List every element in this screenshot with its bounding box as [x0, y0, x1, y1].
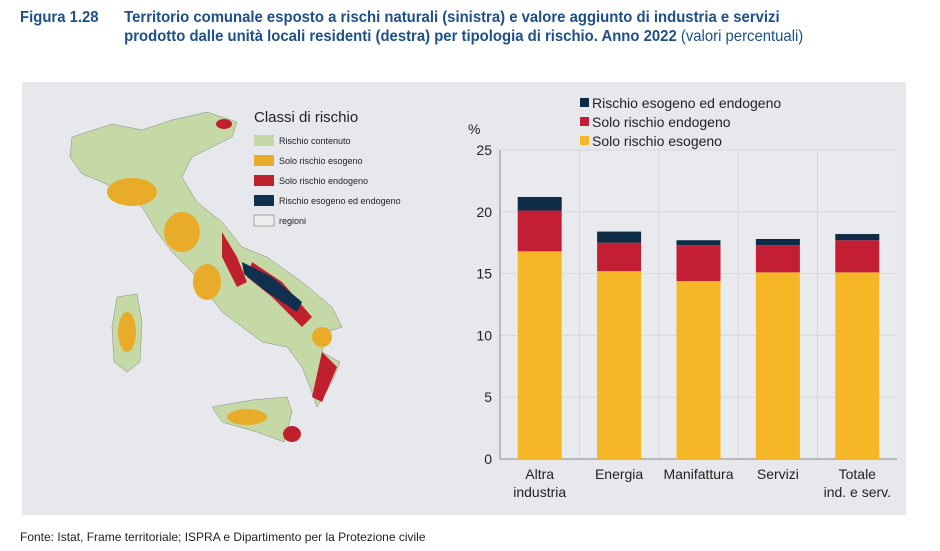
x-tick-label: ind. e serv. [824, 484, 891, 500]
italy-map [69, 111, 343, 443]
y-tick-label: 15 [476, 266, 492, 282]
bar-segment [597, 271, 642, 459]
figure-title: Figura 1.28 Territorio comunale esposto a… [20, 8, 803, 46]
legend-swatch [580, 117, 589, 126]
map-legend-swatch [253, 214, 275, 227]
map-legend-label: Rischio contenuto [279, 136, 351, 146]
bar-segment [517, 210, 562, 252]
x-tick-label: Energia [595, 466, 643, 482]
bar-segment [517, 196, 562, 211]
bar-segment [676, 240, 721, 246]
y-tick-label: 10 [476, 327, 492, 343]
bar-segment [755, 272, 800, 459]
map-legend-swatch [254, 175, 274, 186]
x-tick-label: Altra [525, 466, 554, 482]
map-legend-label: regioni [279, 216, 306, 226]
title-unit: (valori percentuali) [680, 28, 804, 45]
x-tick-label: Servizi [757, 466, 799, 482]
figure-number: Figura 1.28 [20, 9, 99, 26]
bar-segment [676, 245, 721, 282]
map-risk-patches [107, 119, 337, 442]
legend-label: Solo rischio esogeno [592, 133, 722, 149]
source-note: Fonte: Istat, Frame territoriale; ISPRA … [20, 530, 426, 544]
map-legend-swatch [254, 135, 274, 146]
y-tick-label: 20 [476, 204, 492, 220]
bar-segment [755, 245, 800, 273]
y-tick-label: 0 [484, 451, 492, 467]
figure-panel: Classi di rischio Rischio contenuto Solo … [22, 82, 906, 515]
title-line-2: prodotto dalle unità locali residenti (d… [124, 28, 677, 45]
map-legend-label: Solo rischio endogeno [279, 176, 368, 186]
bar-segment [597, 242, 642, 272]
map-legend-label: Rischio esogeno ed endogeno [279, 196, 401, 206]
map-legend-label: Solo rischio esogeno [279, 156, 363, 166]
legend-swatch [580, 136, 589, 145]
title-line-1: Territorio comunale esposto a rischi nat… [124, 9, 780, 26]
bar-segment [755, 238, 800, 246]
bar-segment [835, 240, 880, 273]
y-tick-label: 25 [476, 142, 492, 158]
x-tick-label: industria [513, 484, 566, 500]
map-legend-swatch [254, 155, 274, 166]
bar-segment [597, 231, 642, 243]
figure-svg: Classi di rischio Rischio contenuto Solo … [69, 95, 897, 500]
legend-label: Solo rischio endogeno [592, 114, 731, 130]
map-legend: Rischio contenuto Solo rischio esogeno Sol… [253, 135, 401, 227]
bar-segment [517, 251, 562, 459]
y-tick-label: 5 [484, 389, 492, 405]
bar-segment [835, 272, 880, 459]
legend-label: Rischio esogeno ed endogeno [592, 95, 781, 111]
map-legend-title: Classi di rischio [254, 109, 358, 126]
map-legend-swatch [254, 195, 274, 206]
bar-segment [835, 234, 880, 241]
x-tick-label: Totale [839, 466, 877, 482]
y-axis-label: % [468, 121, 480, 137]
bar-segment [676, 281, 721, 459]
legend-swatch [580, 98, 589, 107]
x-tick-label: Manifattura [663, 466, 733, 482]
bar-chart: 0 5 10 15 20 25% Altra industria Energia Manifatt… [468, 95, 897, 500]
